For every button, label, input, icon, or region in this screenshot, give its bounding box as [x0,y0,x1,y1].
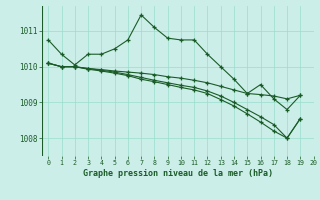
X-axis label: Graphe pression niveau de la mer (hPa): Graphe pression niveau de la mer (hPa) [83,169,273,178]
